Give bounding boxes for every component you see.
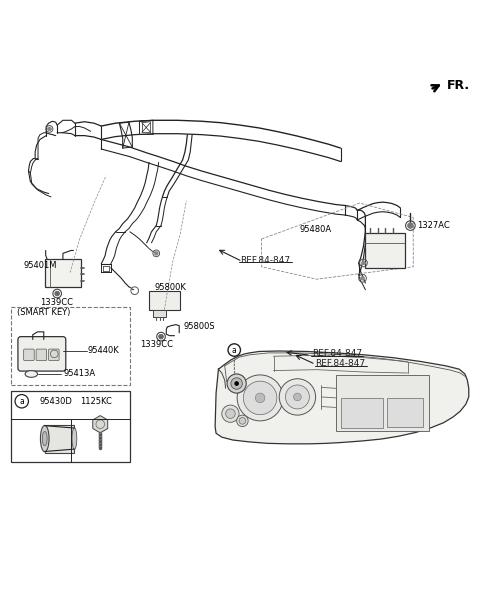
Circle shape — [158, 334, 163, 339]
Ellipse shape — [72, 428, 77, 449]
Text: 95800K: 95800K — [155, 283, 187, 293]
Circle shape — [255, 393, 265, 403]
Text: 95440K: 95440K — [88, 346, 120, 356]
Text: 1125KC: 1125KC — [80, 397, 112, 406]
Ellipse shape — [42, 431, 47, 446]
Text: 1339CC: 1339CC — [141, 340, 173, 349]
Circle shape — [361, 261, 365, 265]
Circle shape — [235, 382, 239, 386]
Text: 95800S: 95800S — [183, 321, 215, 330]
Circle shape — [226, 409, 235, 419]
Circle shape — [294, 393, 301, 401]
Text: REF.84-847: REF.84-847 — [316, 359, 366, 368]
Circle shape — [155, 252, 158, 255]
Ellipse shape — [40, 425, 49, 452]
Text: 95401M: 95401M — [24, 261, 57, 271]
Circle shape — [222, 405, 239, 422]
Text: a: a — [232, 346, 237, 354]
Text: 95480A: 95480A — [300, 225, 332, 234]
Text: 1339CC: 1339CC — [40, 297, 73, 307]
Bar — [45, 425, 74, 453]
Circle shape — [237, 375, 283, 421]
Circle shape — [408, 223, 413, 228]
Bar — [340, 398, 383, 428]
Circle shape — [48, 127, 51, 131]
Text: 1327AC: 1327AC — [417, 221, 450, 230]
Text: a: a — [19, 397, 24, 406]
FancyBboxPatch shape — [18, 337, 66, 371]
Text: 95430D: 95430D — [40, 397, 73, 406]
Bar — [11, 390, 130, 461]
Bar — [365, 233, 405, 267]
Bar — [387, 398, 423, 427]
Circle shape — [231, 378, 242, 389]
Circle shape — [286, 385, 310, 409]
Circle shape — [239, 417, 246, 424]
FancyBboxPatch shape — [36, 349, 47, 360]
Bar — [153, 310, 166, 317]
FancyBboxPatch shape — [48, 349, 59, 360]
Circle shape — [279, 379, 316, 415]
Text: 95413A: 95413A — [64, 370, 96, 378]
Circle shape — [243, 381, 277, 415]
Circle shape — [227, 374, 246, 393]
Bar — [149, 291, 180, 310]
Polygon shape — [215, 351, 469, 444]
Bar — [336, 375, 429, 431]
Text: FR.: FR. — [447, 79, 470, 92]
Circle shape — [360, 277, 364, 280]
Text: REF.84-847: REF.84-847 — [240, 256, 290, 264]
Ellipse shape — [25, 371, 37, 378]
Circle shape — [55, 291, 60, 296]
Text: (SMART KEY): (SMART KEY) — [17, 308, 71, 317]
Bar — [11, 307, 130, 385]
Text: REF.84-847: REF.84-847 — [312, 349, 362, 359]
Circle shape — [237, 415, 248, 427]
FancyBboxPatch shape — [24, 349, 34, 360]
Bar — [45, 259, 81, 287]
